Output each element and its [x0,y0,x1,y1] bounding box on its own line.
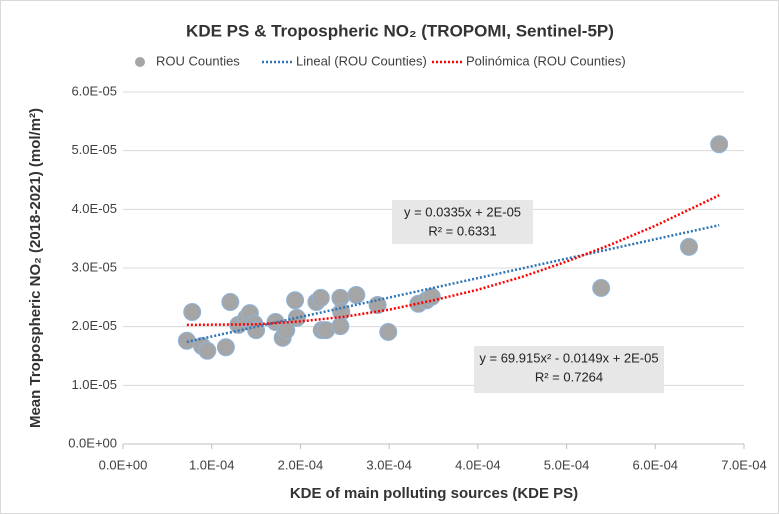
equation-text: y = 0.0335x + 2E-05 [404,204,521,219]
data-point [311,288,330,307]
equation-box [392,200,533,244]
x-tick-label: 1.0E-04 [189,457,235,472]
data-point [247,321,266,340]
data-point [183,303,202,321]
x-tick-label: 4.0E-04 [455,457,501,472]
data-point [331,317,350,336]
legend-swatch [135,57,145,67]
data-point [198,341,217,360]
data-point [347,285,366,304]
data-point [379,322,398,341]
legend-label: Lineal (ROU Counties) [296,53,427,68]
y-tick-label: 0.0E+00 [68,435,117,450]
data-point [221,293,240,312]
data-point [679,237,698,256]
x-tick-label: 2.0E-04 [278,457,324,472]
data-point [592,278,611,297]
y-axis-label: Mean Tropospheric NO₂ (2018-2021) (mol/m… [27,108,44,428]
trendline [186,223,720,344]
x-tick-label: 5.0E-04 [544,457,590,472]
y-tick-label: 6.0E-05 [71,83,117,98]
equation-box [474,346,664,393]
y-tick-label: 2.0E-05 [71,318,117,333]
equation-text: R² = 0.6331 [428,223,496,238]
chart-title: KDE PS & Tropospheric NO₂ (TROPOMI, Sent… [186,21,614,40]
x-tick-label: 0.0E+00 [99,457,148,472]
x-axis-label: KDE of main polluting sources (KDE PS) [290,485,578,502]
data-point [286,291,305,310]
legend-label: Polinómica (ROU Counties) [466,53,626,68]
y-tick-label: 5.0E-05 [71,142,117,157]
data-point [277,321,296,340]
x-tick-label: 7.0E-04 [721,457,767,472]
legend-label: ROU Counties [156,53,240,68]
y-tick-label: 1.0E-05 [71,377,117,392]
trendline [186,194,720,327]
x-tick-label: 6.0E-04 [633,457,679,472]
data-point [710,135,729,154]
y-tick-label: 3.0E-05 [71,259,117,274]
equation-text: y = 69.915x² - 0.0149x + 2E-05 [479,350,658,365]
x-tick-label: 3.0E-04 [366,457,412,472]
data-point [216,338,235,357]
data-point [368,295,387,314]
y-tick-label: 4.0E-05 [71,201,117,216]
equation-text: R² = 0.7264 [535,369,603,384]
data-point [422,287,441,306]
